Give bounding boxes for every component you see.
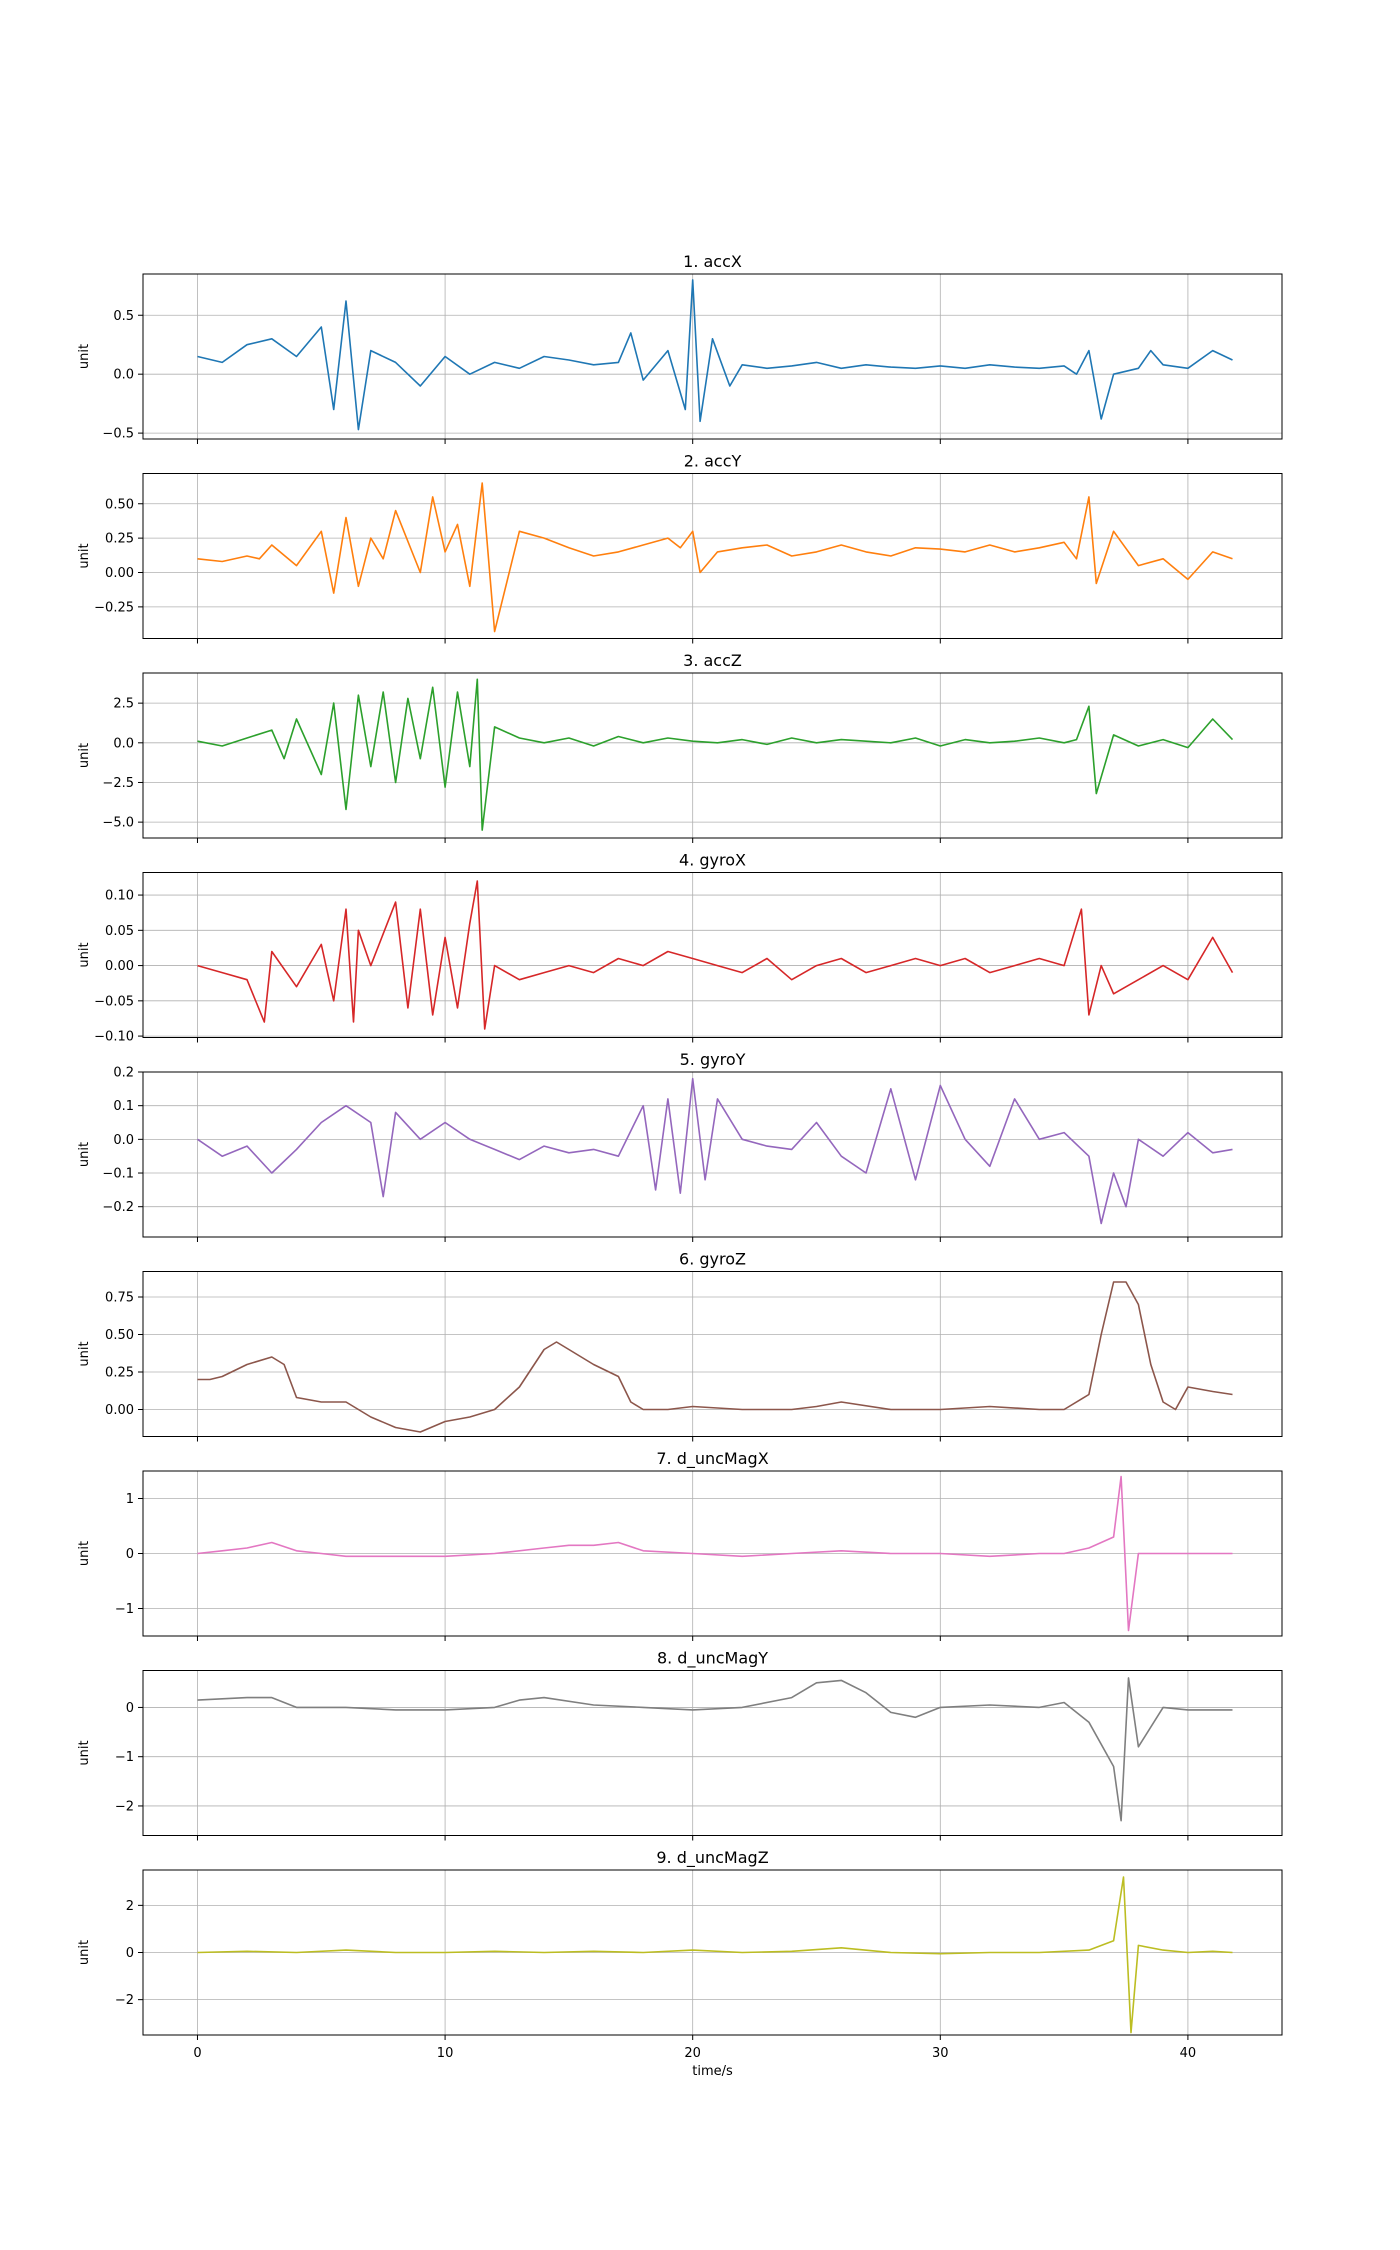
subplot-title-4: 4. gyroX — [679, 851, 746, 870]
x-tick-label: 30 — [932, 2046, 949, 2061]
subplot-title-8: 8. d_uncMagY — [657, 1649, 768, 1669]
y-tick-label: 0.75 — [105, 1291, 134, 1306]
subplot-title-5: 5. gyroY — [680, 1050, 746, 1069]
subplot-title-2: 2. accY — [684, 452, 742, 471]
x-axis-label: time/s — [692, 2064, 733, 2079]
series-line-5 — [197, 1077, 1233, 1225]
y-tick-label: −0.2 — [102, 1200, 134, 1215]
subplot-frame-2 — [142, 473, 1283, 639]
y-tick-label: 0.1 — [113, 1099, 134, 1114]
subplot-title-6: 6. gyroZ — [679, 1250, 746, 1269]
x-tick-label: 20 — [684, 2046, 701, 2061]
y-tick-label: 0.50 — [105, 1328, 134, 1343]
y-tick-label: 0.25 — [105, 532, 134, 547]
y-tick-label: −2.5 — [102, 776, 134, 791]
y-axis-label-6: unit — [77, 1341, 92, 1366]
y-axis-label-2: unit — [77, 543, 92, 568]
y-tick-label: 0.25 — [105, 1366, 134, 1381]
y-tick-label: −0.25 — [94, 600, 134, 615]
x-tick-label: 10 — [437, 2046, 454, 2061]
y-tick-label: 0.0 — [113, 368, 134, 383]
series-line-6 — [197, 1281, 1233, 1433]
subplot-title-3: 3. accZ — [683, 651, 742, 670]
series-line-2 — [197, 482, 1233, 633]
y-tick-label: 0.2 — [113, 1066, 134, 1081]
subplot-frame-3 — [142, 672, 1283, 839]
series-line-7 — [197, 1475, 1233, 1632]
series-line-8 — [197, 1677, 1233, 1822]
series-line-9 — [197, 1876, 1233, 2034]
y-tick-label: 0.00 — [105, 1403, 134, 1418]
subplot-title-7: 7. d_uncMagX — [656, 1449, 768, 1469]
y-tick-label: 0 — [126, 1701, 134, 1716]
subplot-frame-6 — [142, 1271, 1283, 1437]
y-axis-label-4: unit — [77, 942, 92, 967]
y-axis-label-1: unit — [77, 344, 92, 369]
y-tick-label: 0.10 — [105, 889, 134, 904]
y-tick-label: −2 — [115, 1993, 134, 2008]
subplot-frame-5 — [142, 1071, 1283, 1238]
y-tick-label: 0.00 — [105, 959, 134, 974]
y-tick-label: −0.5 — [102, 427, 134, 442]
y-tick-label: 0.0 — [113, 736, 134, 751]
y-axis-label-3: unit — [77, 743, 92, 768]
series-line-1 — [197, 279, 1233, 431]
x-tick-label: 0 — [193, 2046, 201, 2061]
y-tick-label: −1 — [115, 1602, 134, 1617]
y-tick-label: −2 — [115, 1799, 134, 1814]
y-tick-label: 0.5 — [113, 309, 134, 324]
y-axis-label-5: unit — [77, 1142, 92, 1167]
y-tick-label: −0.10 — [94, 1030, 134, 1045]
series-line-3 — [197, 678, 1234, 831]
series-line-4 — [197, 880, 1234, 1030]
y-axis-label-8: unit — [77, 1740, 92, 1765]
subplot-frame-4 — [142, 872, 1283, 1038]
y-tick-label: −1 — [115, 1750, 134, 1765]
y-tick-label: 2 — [126, 1899, 134, 1914]
y-tick-label: 1 — [126, 1492, 134, 1507]
y-tick-label: 0.00 — [105, 566, 134, 581]
subplot-frame-1 — [142, 273, 1283, 440]
x-tick-label: 40 — [1180, 2046, 1197, 2061]
y-tick-label: −5.0 — [102, 816, 134, 831]
y-tick-label: 0 — [126, 1946, 134, 1961]
y-tick-label: 0.0 — [113, 1133, 134, 1148]
y-tick-label: 2.5 — [113, 697, 134, 712]
subplot-frame-8 — [142, 1670, 1283, 1836]
y-axis-label-7: unit — [77, 1541, 92, 1566]
y-tick-label: 0.50 — [105, 497, 134, 512]
y-tick-label: −0.05 — [94, 994, 134, 1009]
y-tick-label: 0.05 — [105, 924, 134, 939]
subplot-title-1: 1. accX — [683, 252, 742, 271]
y-tick-label: −0.1 — [102, 1167, 134, 1182]
y-axis-label-9: unit — [77, 1940, 92, 1965]
y-tick-label: 0 — [126, 1547, 134, 1562]
subplot-title-9: 9. d_uncMagZ — [656, 1848, 768, 1868]
